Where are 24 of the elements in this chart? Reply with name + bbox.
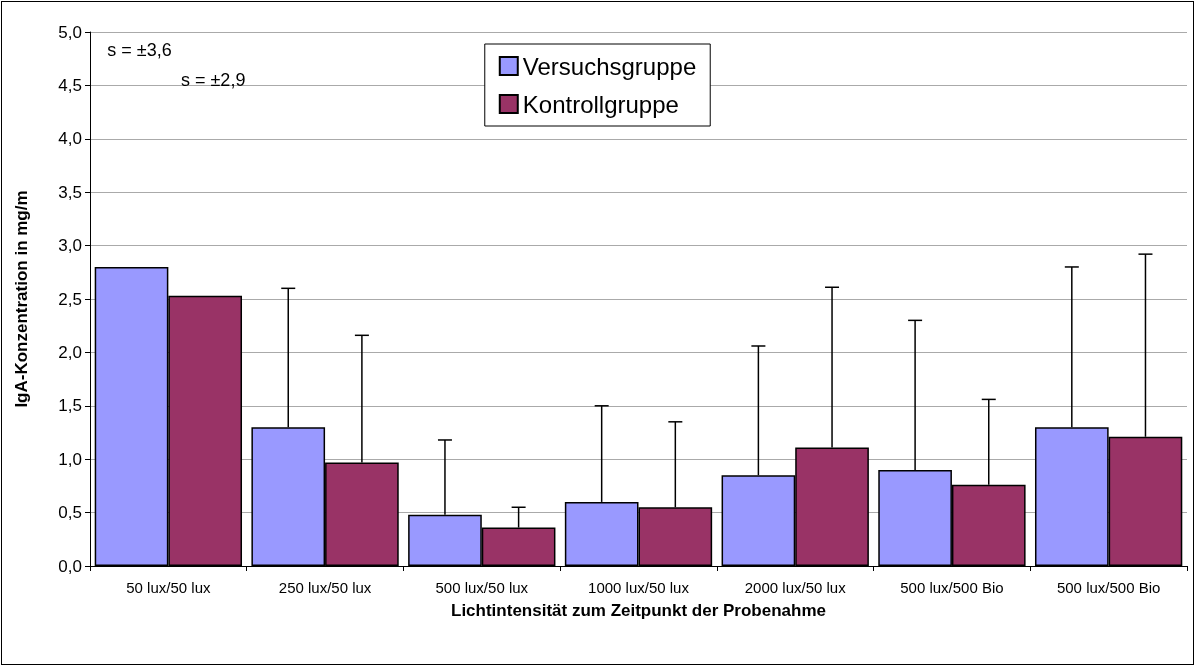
annotation: s = ±2,9 bbox=[180, 70, 246, 90]
y-tick-label: 4,0 bbox=[58, 129, 82, 149]
y-tick-label: 2,5 bbox=[58, 289, 82, 309]
legend-label: Kontrollgruppe bbox=[522, 90, 679, 118]
y-tick-label: 2,0 bbox=[58, 342, 82, 362]
y-axis-title: IgA-Konzentration in mg/m bbox=[12, 190, 31, 408]
x-tick-label: 500 lux/500 Bio bbox=[1056, 579, 1161, 596]
y-tick-label: 4,5 bbox=[58, 75, 82, 95]
annotation: s = ±3,6 bbox=[107, 40, 172, 60]
x-tick-label: 2000 lux/50 lux bbox=[744, 579, 847, 596]
x-tick-label: 250 lux/50 lux bbox=[278, 579, 372, 596]
x-tick-label: 1000 lux/50 lux bbox=[588, 579, 690, 596]
y-tick-label: 0,5 bbox=[58, 503, 82, 523]
y-tick-label: 1,5 bbox=[58, 396, 82, 416]
y-tick-label: 3,5 bbox=[58, 182, 82, 202]
y-tick-label: 3,0 bbox=[58, 236, 82, 256]
x-axis-title: Lichtintensität zum Zeitpunkt der Probenahme bbox=[451, 601, 826, 620]
y-tick-label: 5,0 bbox=[58, 22, 82, 42]
x-tick-label: 500 lux/500 Bio bbox=[900, 579, 1004, 596]
x-tick-label: 50 lux/50 lux bbox=[126, 579, 211, 596]
y-tick-label: 0,0 bbox=[58, 556, 82, 576]
legend-label: Versuchsgruppe bbox=[522, 52, 697, 80]
y-tick-label: 1,0 bbox=[58, 449, 82, 469]
x-tick-label: 500 lux/50 lux bbox=[435, 579, 529, 596]
